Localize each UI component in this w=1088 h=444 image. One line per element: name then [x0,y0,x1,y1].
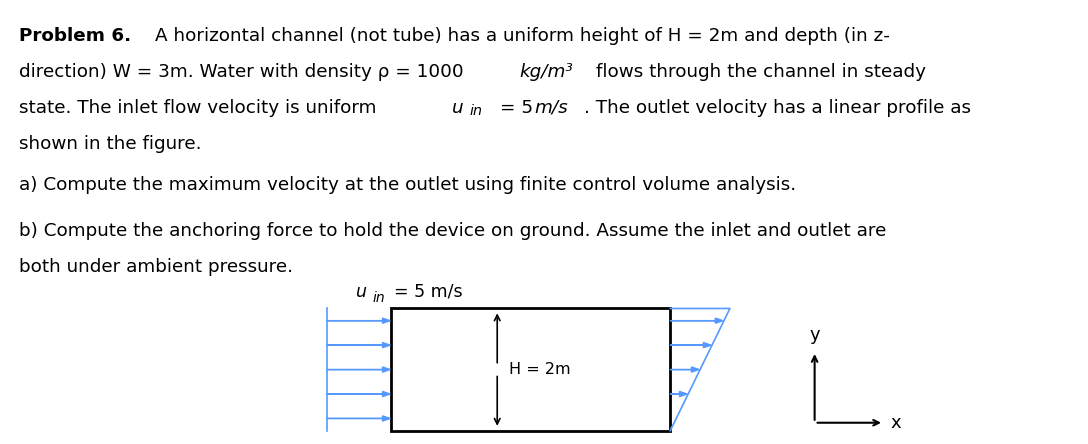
Text: y: y [809,326,820,344]
FancyArrow shape [326,318,391,323]
Text: in: in [469,104,482,118]
Text: flows through the channel in steady: flows through the channel in steady [596,63,926,81]
Text: Problem 6.: Problem 6. [18,27,131,45]
FancyArrow shape [670,367,700,372]
FancyArrow shape [326,342,391,348]
Text: x: x [891,414,901,432]
FancyArrow shape [326,392,391,396]
Text: state. The inlet flow velocity is uniform: state. The inlet flow velocity is unifor… [18,99,382,117]
Text: H = 2m: H = 2m [509,362,570,377]
Text: direction) W = 3m. Water with density ρ = 1000: direction) W = 3m. Water with density ρ … [18,63,463,81]
Text: . The outlet velocity has a linear profile as: . The outlet velocity has a linear profi… [583,99,970,117]
Text: = 5: = 5 [499,99,539,117]
Text: shown in the figure.: shown in the figure. [18,135,201,153]
Text: A horizontal channel (not tube) has a uniform height of H = 2m and depth (in z-: A horizontal channel (not tube) has a un… [156,27,890,45]
Text: u: u [356,282,367,301]
FancyArrow shape [670,392,688,396]
Text: both under ambient pressure.: both under ambient pressure. [18,258,293,276]
Text: = 5 m/s: = 5 m/s [394,282,462,301]
Text: kg/m³: kg/m³ [519,63,573,81]
FancyArrow shape [670,342,712,348]
Text: a) Compute the maximum velocity at the outlet using finite control volume analys: a) Compute the maximum velocity at the o… [18,176,795,194]
FancyArrow shape [326,367,391,372]
Text: in: in [373,291,385,305]
FancyArrow shape [670,318,724,323]
Bar [392,309,670,431]
FancyArrow shape [326,416,391,421]
Text: b) Compute the anchoring force to hold the device on ground. Assume the inlet an: b) Compute the anchoring force to hold t… [18,222,886,240]
Text: u: u [452,99,463,117]
Text: m/s: m/s [534,99,568,117]
